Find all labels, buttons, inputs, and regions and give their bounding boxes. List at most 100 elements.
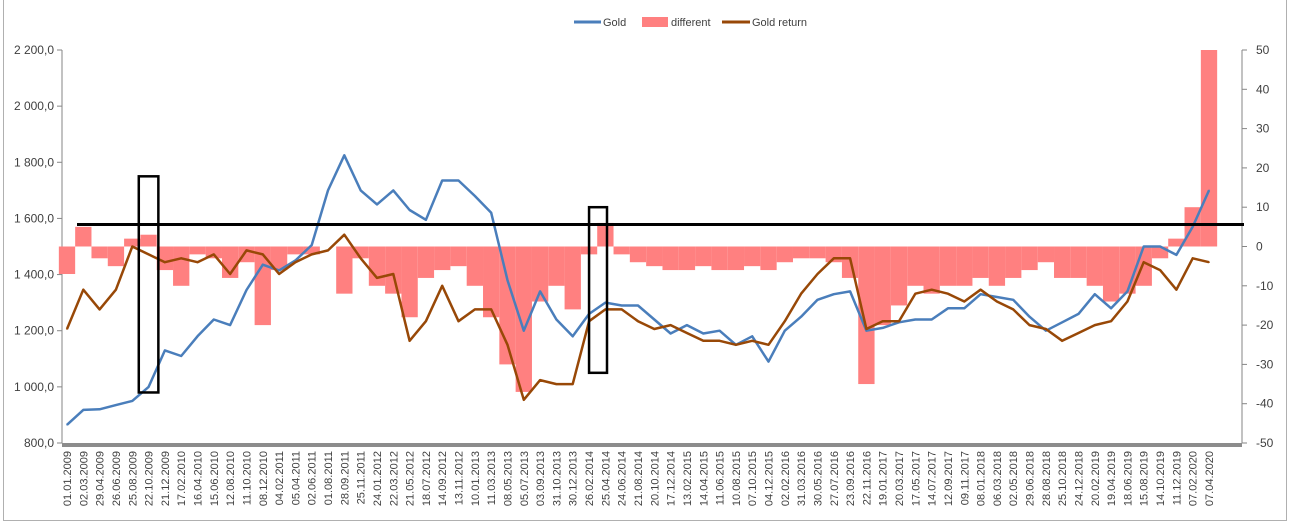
different-area-segment: [548, 246, 565, 286]
x-axis-tick-label: 20.03.2017: [894, 451, 906, 506]
gold-return-point: [555, 383, 558, 385]
gold-return-point: [653, 328, 656, 330]
left-axis-tick-label: 1 400,0: [14, 268, 54, 282]
gold-return-point: [979, 288, 982, 291]
gold-point: [686, 324, 688, 326]
gold-return-point: [523, 398, 525, 401]
left-axis-tick-label: 800,0: [24, 436, 54, 450]
gold-point: [930, 318, 933, 321]
x-axis-tick-label: 18.07.2012: [421, 451, 433, 506]
different-area-segment: [956, 246, 973, 286]
gold-return-point: [996, 300, 998, 303]
x-axis-tick-label: 21.05.2012: [405, 451, 417, 506]
gold-return-point: [767, 343, 770, 346]
x-axis-tick-label: 04.02.2011: [274, 451, 286, 505]
x-axis-tick-label: 02.06.2011: [307, 451, 319, 505]
gold-point: [327, 189, 329, 192]
different-area-segment: [58, 246, 76, 275]
right-axis-tick-label: 50: [1256, 43, 1270, 57]
gold-return-point: [164, 261, 166, 264]
gold-point: [474, 195, 476, 197]
x-axis-tick-label: 26.06.2009: [111, 451, 123, 506]
left-axis-tick-label: 1 800,0: [14, 155, 54, 169]
x-axis-tick-label: 07.02.2020: [1188, 451, 1200, 506]
different-area-segment: [156, 246, 174, 271]
gold-return-point: [832, 257, 835, 260]
gold-return-point: [1142, 261, 1145, 264]
different-area-segment: [907, 246, 924, 286]
gold-point: [1077, 313, 1080, 315]
different-area-segment: [1200, 50, 1218, 247]
gold-point: [571, 335, 574, 338]
x-axis-tick-label: 04.12.2015: [764, 451, 776, 506]
x-axis-tick-label: 25.11.2011: [356, 451, 368, 504]
gold-point: [669, 332, 672, 335]
right-axis-tick-label: -10: [1256, 279, 1274, 293]
gold-return-point: [947, 292, 949, 295]
gold-point: [196, 335, 199, 338]
different-area-segment: [972, 246, 989, 278]
gold-point: [1208, 189, 1210, 192]
different-area-segment: [303, 246, 320, 255]
gold-return-point: [1208, 261, 1210, 264]
gold-point: [947, 307, 949, 310]
legend: Gold different Gold return: [574, 17, 807, 29]
gold-return-point: [180, 257, 182, 260]
gold-point: [343, 154, 346, 157]
gold-return-point: [261, 253, 264, 256]
different-area-segment: [629, 246, 647, 263]
x-axis-tick-label: 31.10.2013: [551, 451, 563, 506]
gold-return-point: [735, 343, 737, 346]
x-axis-tick-label: 20.02.2019: [1090, 451, 1102, 506]
legend-swatch-different: [642, 17, 668, 27]
x-axis-tick-label: 26.02.2014: [584, 451, 596, 506]
x-axis-tick-label: 07.04.2020: [1204, 451, 1216, 506]
gold-return-point: [310, 253, 313, 256]
gold-return-point: [620, 308, 623, 311]
highlight-box-2: [587, 205, 609, 375]
gold-return-point: [213, 253, 215, 256]
gold-return-point: [1126, 300, 1129, 303]
different-area-segment: [515, 246, 532, 392]
gold-return-point: [245, 249, 248, 252]
x-axis-tick-label: 17.12.2014: [666, 451, 678, 506]
x-axis-tick-label: 23.09.2016: [845, 451, 857, 506]
different-area-segment: [564, 246, 581, 310]
different-area-segment: [1005, 246, 1022, 278]
gold-return-point: [539, 379, 541, 381]
gold-point: [457, 179, 460, 182]
gold-point: [1159, 245, 1161, 248]
x-axis-tick-label: 30.05.2016: [812, 451, 824, 506]
x-axis-tick-label: 22.10.2009: [144, 451, 156, 506]
gold-return-point: [278, 273, 280, 275]
x-axis-tick-label: 19.01.2017: [878, 451, 890, 506]
different-area-segment: [450, 246, 467, 267]
gold-point: [914, 318, 917, 321]
x-axis-tick-label: 13.11.2012: [454, 451, 466, 505]
gold-return-point: [1028, 324, 1031, 326]
x-axis-tick-label: 08.01.2018: [976, 451, 988, 506]
x-axis-tick-label: 28.09.2011: [339, 451, 351, 505]
x-axis-tick-label: 01.01.2009: [62, 451, 74, 506]
gold-line: [66, 154, 1211, 426]
gold-point: [131, 400, 134, 402]
different-area-segment: [385, 246, 402, 294]
gold-point: [996, 296, 998, 298]
different-area-segment: [483, 246, 500, 318]
x-axis-tick-label: 27.07.2016: [829, 451, 841, 506]
x-axis-tick-label: 15.08.2019: [1139, 451, 1151, 506]
gold-point: [881, 327, 884, 329]
gold-point: [408, 209, 411, 211]
gold-return-point: [327, 249, 329, 252]
x-axis-tick-label: 14.07.2017: [927, 451, 939, 506]
gold-point: [963, 307, 966, 310]
x-axis-tick-label: 24.12.2018: [1073, 451, 1085, 506]
x-axis-tick-label: 15.06.2010: [209, 451, 221, 506]
x-axis-tick-label: 10.08.2015: [731, 451, 743, 506]
gold-return-point: [457, 320, 460, 322]
different-area-segment: [923, 246, 940, 294]
different-area-segment: [646, 246, 663, 267]
gold-return-point: [1175, 288, 1178, 291]
gold-return-point: [963, 300, 966, 303]
x-axis-tick-label: 17.05.2017: [910, 451, 922, 506]
